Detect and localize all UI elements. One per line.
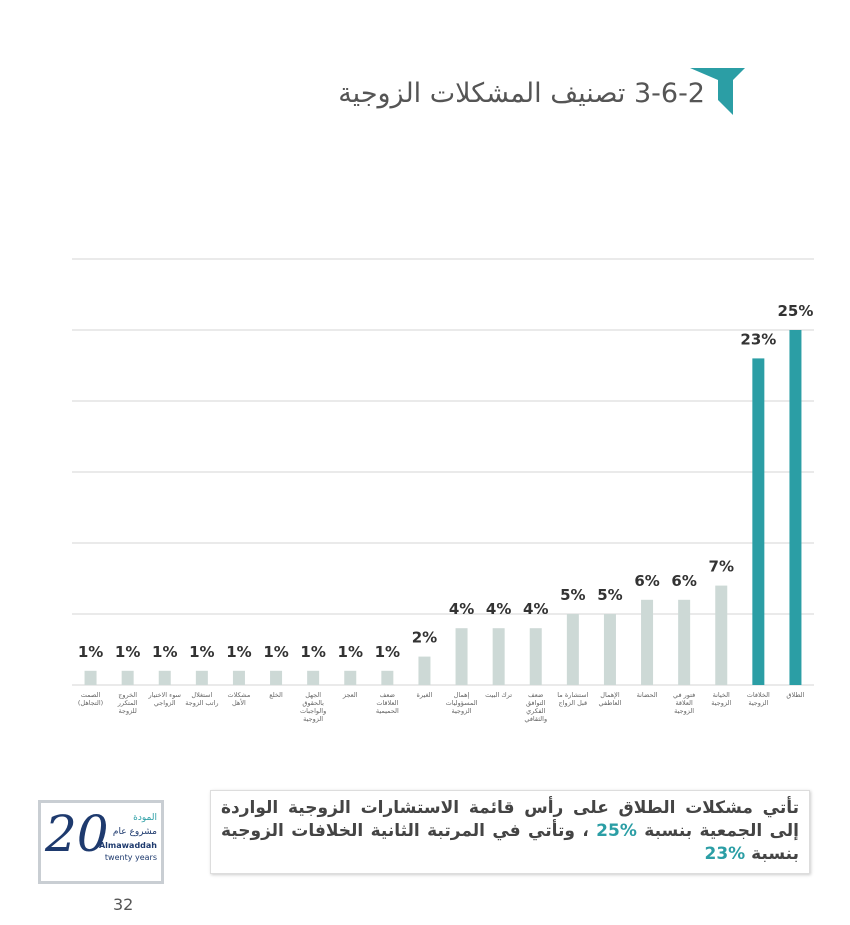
- bar: [492, 628, 505, 685]
- x-tick-label: ضعف العلاقات الحميمية: [375, 691, 399, 715]
- x-tick-label: الخلافات الزوجية: [746, 691, 770, 707]
- x-tick-label: مشكلات الأهل: [227, 691, 251, 707]
- bar: [84, 670, 97, 685]
- value-label: 1%: [152, 643, 177, 661]
- value-label: 6%: [671, 572, 696, 590]
- value-label: 4%: [523, 600, 548, 618]
- x-tick-label: ضعف التوافق الفكري والثقافي: [524, 691, 548, 723]
- x-tick-label: الصمت (التجاهل): [77, 691, 104, 707]
- page-number: 32: [113, 895, 134, 914]
- bar: [752, 358, 765, 685]
- x-tick-label: الحضانة: [636, 691, 658, 699]
- bar: [678, 599, 691, 685]
- bar: [195, 670, 208, 685]
- bar: [344, 670, 357, 685]
- value-label: 1%: [338, 643, 363, 661]
- value-label: 4%: [486, 600, 511, 618]
- value-label: 1%: [226, 643, 251, 661]
- chart-title: 3-6-2 تصنيف المشكلات الزوجية: [338, 78, 705, 109]
- note-text: ، وتأتي في المرتبة الثانية الخلافات الزو…: [221, 821, 799, 864]
- x-tick-label: استغلال راتب الزوجة: [185, 691, 219, 707]
- bar: [529, 628, 542, 685]
- logo: 20 المودة مشروع عام Almawaddah twenty ye…: [38, 800, 164, 884]
- x-tick-label: العجز: [342, 691, 358, 699]
- value-label: 2%: [412, 629, 437, 647]
- x-tick-label: الطلاق: [786, 691, 805, 699]
- bar: [418, 656, 431, 685]
- value-label: 7%: [709, 558, 734, 576]
- x-tick-label: الجهل بالحقوق والواجبات الزوجية: [300, 691, 327, 723]
- bar: [455, 628, 468, 685]
- x-tick-label: إهمال المسؤوليات الزوجية: [445, 691, 478, 715]
- value-label: 1%: [263, 643, 288, 661]
- bar: [789, 330, 802, 685]
- value-label: 1%: [115, 643, 140, 661]
- note-highlight: 25%: [596, 821, 637, 841]
- logo-mark: 20: [45, 805, 109, 863]
- x-tick-label: الخروج المتكرر للزوجة: [117, 691, 138, 715]
- value-label: 23%: [740, 330, 776, 348]
- bar: [641, 599, 654, 685]
- x-tick-label: استشارة ما قبل الزواج: [557, 691, 589, 707]
- logo-latin-tagline: twenty years: [104, 853, 157, 862]
- bar: [307, 670, 320, 685]
- value-label: 6%: [634, 572, 659, 590]
- value-label: 5%: [560, 586, 585, 604]
- bar: [566, 614, 579, 685]
- logo-name: المودة: [133, 813, 157, 823]
- bar: [603, 614, 616, 685]
- value-label: 1%: [300, 643, 325, 661]
- title-icon: [690, 68, 745, 115]
- logo-tagline: مشروع عام: [112, 827, 157, 837]
- x-tick-label: الإهمال العاطفي: [598, 691, 622, 707]
- bar: [715, 585, 728, 685]
- note: تأتي مشكلات الطلاق على رأس قائمة الاستشا…: [210, 790, 810, 874]
- value-label: 1%: [189, 643, 214, 661]
- logo-latin: Almawaddah: [98, 841, 157, 850]
- value-label: 1%: [375, 643, 400, 661]
- bar: [270, 670, 283, 685]
- bar: [121, 670, 134, 685]
- x-tick-label: سوء الاختيار الزواجي: [148, 691, 182, 707]
- x-tick-label: الخلع: [269, 691, 283, 699]
- value-label: 4%: [449, 600, 474, 618]
- x-tick-label: ترك البيت: [485, 691, 513, 699]
- value-label: 1%: [78, 643, 103, 661]
- bar: [381, 670, 394, 685]
- bar: [158, 670, 171, 685]
- note-highlight: 23%: [704, 844, 746, 864]
- value-label: 5%: [597, 586, 622, 604]
- x-tick-label: الخيانة الزوجية: [711, 691, 732, 707]
- value-label: 25%: [777, 302, 813, 320]
- note-text: تأتي مشكلات الطلاق على رأس قائمة الاستشا…: [221, 798, 800, 841]
- x-tick-label: الغيرة: [416, 691, 433, 699]
- x-tick-label: فتور في العلاقة الزوجية: [673, 691, 696, 715]
- bar: [232, 670, 245, 685]
